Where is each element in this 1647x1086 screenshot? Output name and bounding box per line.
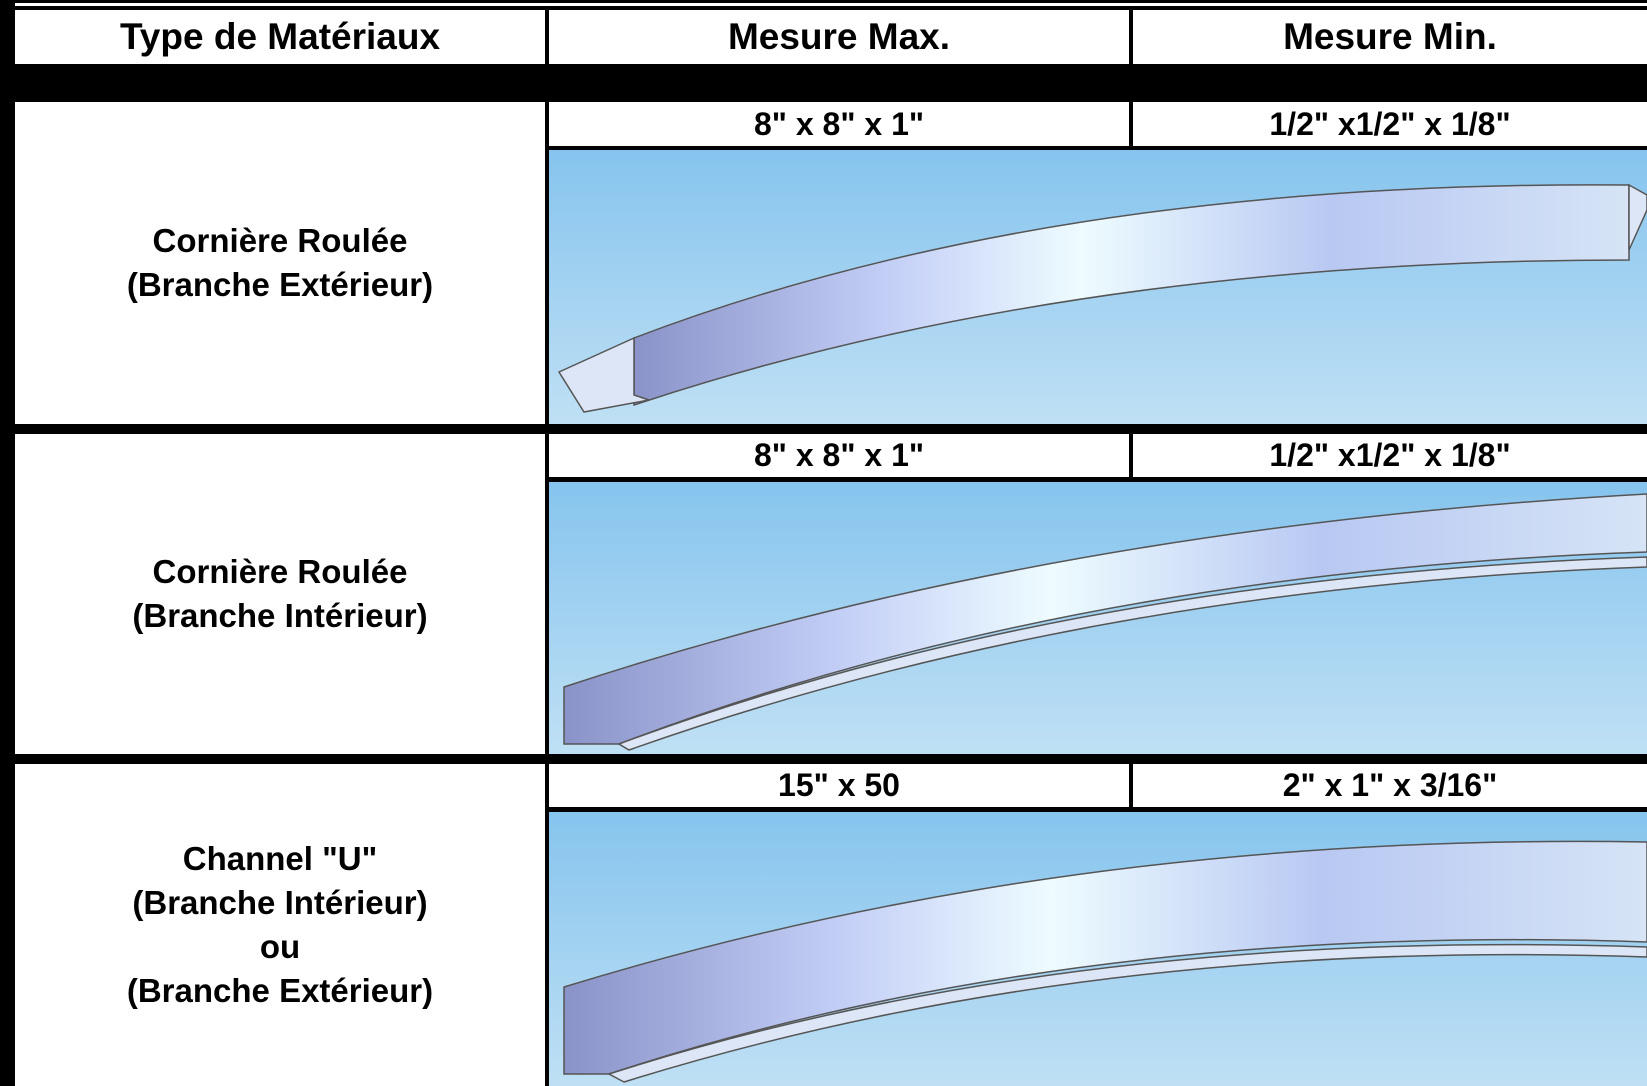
min-text: 2" x 1" x 3/16"	[1282, 767, 1498, 803]
max-text: 15" x 50	[778, 767, 900, 803]
material-label: (Branche Extérieur)	[126, 266, 434, 303]
min-text: 1/2" x1/2" x 1/8"	[1269, 437, 1511, 473]
top-rule	[15, 3, 1647, 6]
header-cell: Type de Matériaux	[15, 10, 545, 64]
header-cell: Mesure Max.	[549, 10, 1129, 64]
material-label: Cornière Roulée	[152, 222, 408, 259]
min-cell: 2" x 1" x 3/16"	[1133, 764, 1647, 807]
min-cell: 1/2" x1/2" x 1/8"	[1133, 102, 1647, 146]
max-cell: 15" x 50	[549, 764, 1129, 807]
material-label: Cornière Roulée	[152, 553, 408, 590]
min-cell: 1/2" x1/2" x 1/8"	[1133, 434, 1647, 477]
profile-image	[549, 812, 1647, 1086]
material-cell: Channel "U" (Branche Intérieur) ou (Bran…	[15, 764, 545, 1086]
material-label: Channel "U"	[182, 840, 378, 877]
header-text: Mesure Max.	[727, 16, 951, 57]
material-label: (Branche Intérieur)	[132, 884, 428, 921]
header-cell: Mesure Min.	[1133, 10, 1647, 64]
header-text: Type de Matériaux	[119, 16, 441, 57]
profile-image	[549, 482, 1647, 754]
max-cell: 8" x 8" x 1"	[549, 434, 1129, 477]
material-label: (Branche Extérieur)	[126, 972, 434, 1009]
header-text: Mesure Min.	[1283, 16, 1497, 57]
max-text: 8" x 8" x 1"	[753, 437, 925, 473]
material-label: (Branche Intérieur)	[132, 597, 428, 634]
profile-image	[549, 150, 1647, 424]
material-label: ou	[259, 928, 301, 965]
material-cell: Cornière Roulée (Branche Intérieur)	[15, 434, 545, 754]
max-text: 8" x 8" x 1"	[753, 105, 925, 142]
min-text: 1/2" x1/2" x 1/8"	[1269, 105, 1511, 142]
material-cell: Cornière Roulée (Branche Extérieur)	[15, 102, 545, 424]
max-cell: 8" x 8" x 1"	[549, 102, 1129, 146]
